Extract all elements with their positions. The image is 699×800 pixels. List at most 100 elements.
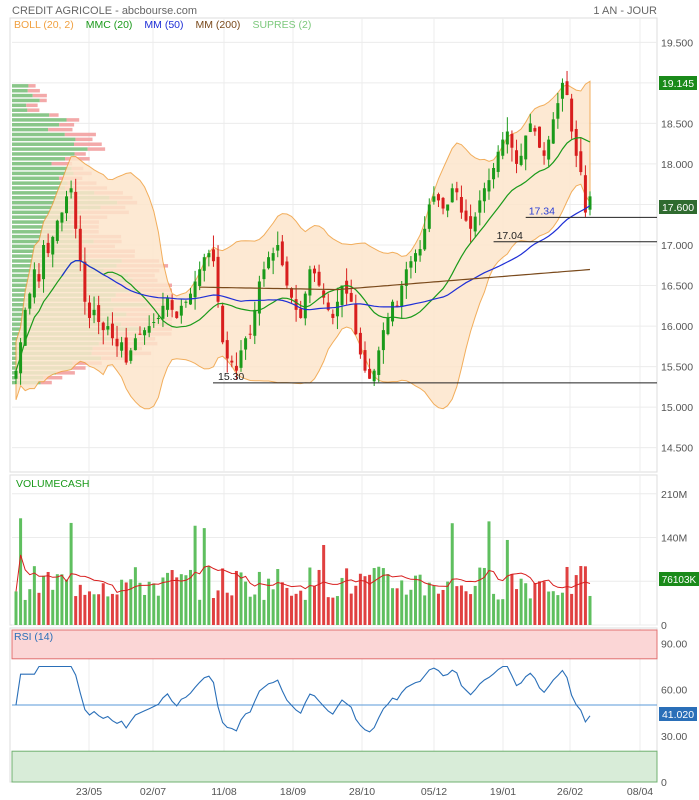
candle-body [234,365,238,371]
volume-bar [267,578,271,625]
candle-body [482,188,486,202]
date-tick-label: 05/12 [421,786,447,798]
volume-bar [152,583,156,625]
volume-profile-down-bar [40,380,52,385]
candle-body [551,119,555,144]
candle-body [271,253,275,261]
candle-body [46,242,50,254]
volume-bar [28,589,32,625]
candle-body [335,301,339,317]
volume-profile-up-bar [12,152,75,156]
volume-profile-up-bar [12,142,74,146]
volume-bar [216,590,220,625]
candle-body [459,197,463,213]
rsi-line [15,665,591,733]
volume-bar [496,599,500,625]
candle-body [87,302,91,318]
volume-bar [280,582,284,625]
volume-bar [106,596,110,625]
volume-bar [583,566,587,625]
volume-bar [404,594,408,625]
candles [14,70,592,386]
candle-body [464,210,468,221]
volume-bar [492,593,496,625]
volume-bar [120,579,124,625]
candle-body [432,196,436,202]
volume-bar [331,597,335,625]
volume-profile-up-bar [12,98,40,103]
legend-item: BOLL (20, 2) [14,19,74,31]
volume-bar [299,590,303,625]
candle-body [358,332,362,355]
candle-body [193,281,197,298]
volume-bar [262,599,266,625]
candle-body [386,317,390,335]
price-tick-label: 16.000 [661,321,693,333]
candle-body [101,322,105,331]
volume-bar [225,592,229,625]
candle-body [262,269,266,280]
volume-bar [184,575,188,625]
candle-body [161,305,165,319]
rsi-last-text: 41.020 [662,709,694,721]
candle-body [436,194,440,201]
volume-bar [37,592,41,625]
volume-profile-down-bar [26,103,38,108]
volume-bar [441,589,445,625]
candle-body [322,290,326,298]
rsi-zones [11,629,658,783]
candle-body [253,309,257,336]
volume-bar [253,594,257,625]
candle-body [446,204,450,211]
volume-profile-up-bar [12,161,52,166]
volume-bar [381,568,385,625]
volume-bar [46,571,50,625]
candle-body [290,288,294,298]
candle-body [239,350,243,368]
volume-bar [14,591,18,625]
candle-body [14,370,18,379]
last-price-text: 19.145 [662,78,694,90]
candle-body [409,261,413,268]
rsi-tick-label: 0 [661,777,667,789]
volume-bar [423,595,427,625]
volume-bar [285,587,289,625]
volume-bar [303,599,307,625]
volume-bar [175,577,179,625]
volume-profile-up-bar [12,88,28,93]
candle-body [106,326,110,330]
volume-profile-up-bar [12,210,81,215]
period-label: 1 AN - JOUR [593,5,657,17]
candle-body [423,228,427,250]
candle-body [556,103,560,119]
candle-body [487,180,491,192]
legend-item: MMC (20) [86,19,133,31]
candle-body [331,313,335,318]
volume-bar [83,594,87,625]
volume-bar [257,571,261,625]
price-tick-label: 18.000 [661,159,693,171]
candle-body [32,269,36,298]
volume-bar [418,574,422,625]
candle-body [69,188,73,193]
volume-bar [124,582,128,625]
date-tick-label: 02/07 [140,786,166,798]
volume-bar [170,570,174,625]
volume-bar [335,596,339,625]
candle-body [65,196,69,214]
candle-body [156,317,160,319]
legend: BOLL (20, 2) MMC (20) MM (50) MM (200) SUPRE… [14,19,311,31]
volume-profile-up-bar [12,127,49,132]
volume-profile-down-bar [48,127,73,132]
candle-body [202,257,206,271]
volume-bar [386,574,390,625]
volume-bar [101,583,105,625]
candle-body [349,292,353,302]
volume-bar [459,585,463,625]
candle-body [225,340,229,359]
volume-profile-down-bar [51,161,73,166]
volume-bar [349,593,353,625]
candle-body [280,241,284,266]
volume-bar [519,578,523,625]
volume-bar [230,595,234,625]
